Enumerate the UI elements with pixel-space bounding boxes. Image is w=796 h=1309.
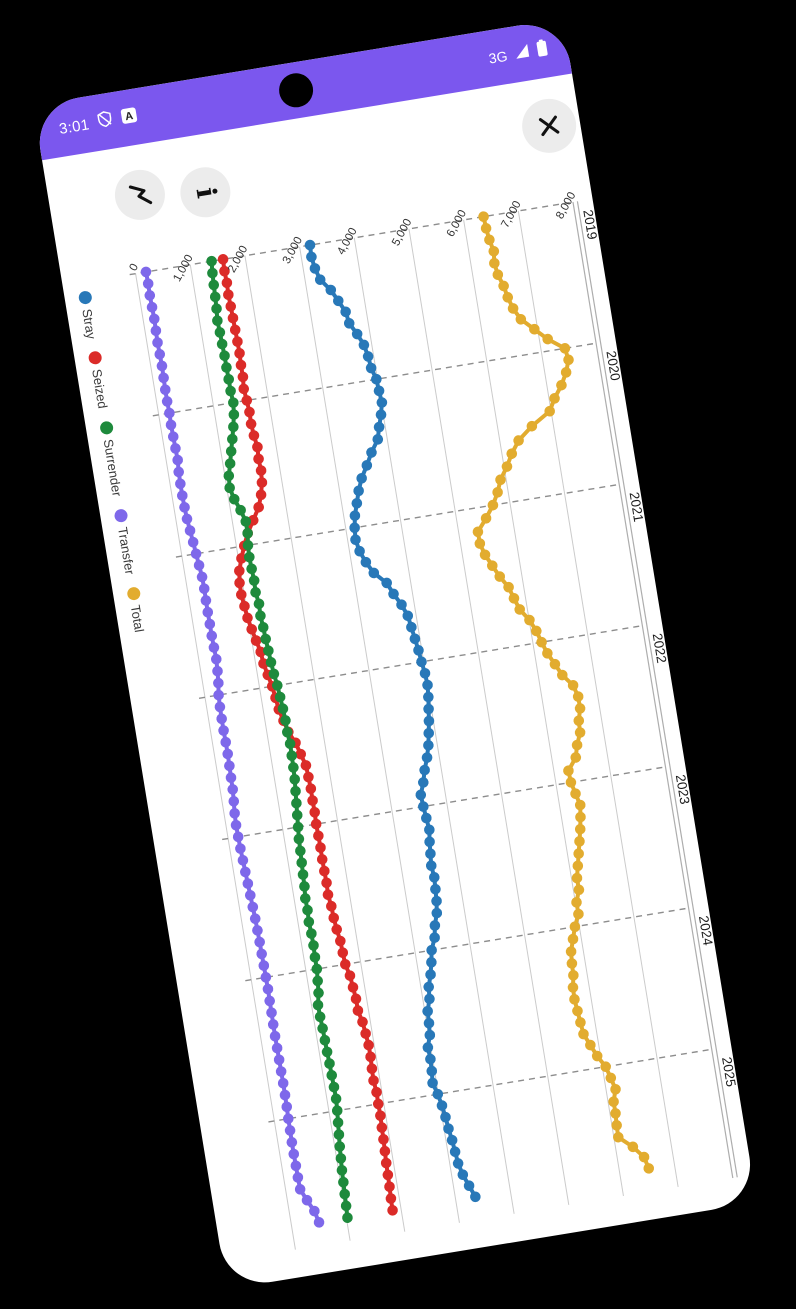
- legend-item-seized[interactable]: Seized: [86, 350, 111, 410]
- legend-dot-icon: [113, 508, 128, 524]
- svg-text:2,000: 2,000: [226, 244, 250, 275]
- line-chart-button[interactable]: [111, 166, 169, 224]
- svg-text:2025: 2025: [719, 1056, 739, 1088]
- svg-text:4,000: 4,000: [335, 226, 359, 257]
- svg-text:A: A: [125, 109, 135, 122]
- legend-label: Total: [127, 603, 147, 634]
- svg-text:2021: 2021: [627, 491, 647, 523]
- svg-text:2022: 2022: [650, 632, 670, 664]
- legend-item-total[interactable]: Total: [125, 586, 147, 633]
- phone-frame: 0 1,000 2,000 3,000 4,000 5,000 6,000 7,000 8,00…: [33, 18, 757, 1290]
- legend-label: Transfer: [114, 525, 138, 576]
- legend-label: Stray: [79, 307, 99, 341]
- svg-text:6,000: 6,000: [445, 208, 469, 239]
- line-chart-icon: [128, 185, 153, 205]
- close-button[interactable]: [518, 94, 581, 157]
- camera-hole: [276, 70, 316, 110]
- legend-label: Surrender: [100, 438, 125, 498]
- signal-triangle-icon: [512, 42, 531, 65]
- legend-item-stray[interactable]: Stray: [76, 290, 99, 340]
- svg-text:5,000: 5,000: [390, 217, 414, 248]
- battery-icon: [535, 38, 550, 62]
- status-bar: 3:01 A 3G: [33, 18, 572, 161]
- svg-text:2023: 2023: [673, 773, 693, 805]
- svg-text:3,000: 3,000: [281, 235, 305, 266]
- network-type-label: 3G: [487, 47, 509, 67]
- svg-text:2020: 2020: [603, 350, 623, 382]
- svg-text:7,000: 7,000: [499, 199, 523, 230]
- legend-item-transfer[interactable]: Transfer: [112, 508, 138, 576]
- close-x-icon: [538, 115, 560, 137]
- legend-dot-icon: [98, 420, 114, 436]
- legend-dot-icon: [125, 586, 141, 602]
- svg-text:2019: 2019: [580, 209, 600, 241]
- app-notification-icon-a: A: [120, 106, 139, 129]
- shield-slash-icon: [95, 109, 115, 133]
- svg-text:2024: 2024: [696, 915, 716, 948]
- legend-dot-icon: [87, 350, 103, 366]
- info-icon: i: [189, 184, 222, 200]
- status-time: 3:01: [57, 115, 91, 138]
- legend-label: Seized: [89, 368, 111, 410]
- chart-canvas[interactable]: 0 1,000 2,000 3,000 4,000 5,000 6,000 7,000 8,00…: [33, 18, 757, 1289]
- svg-text:1,000: 1,000: [171, 253, 195, 284]
- svg-text:0: 0: [127, 262, 141, 273]
- legend-dot-icon: [77, 290, 93, 306]
